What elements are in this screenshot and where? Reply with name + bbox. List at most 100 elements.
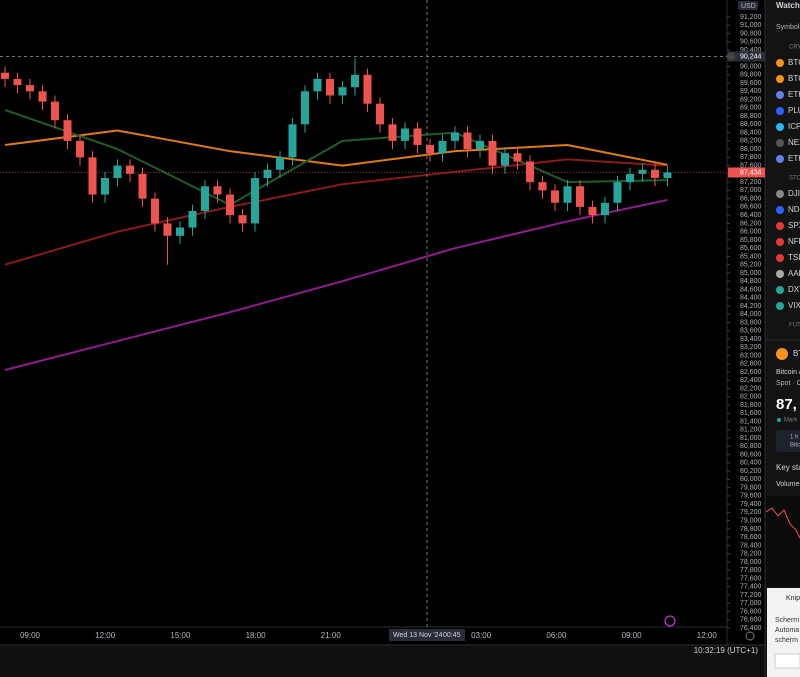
candle-body xyxy=(76,140,84,158)
y-tick-label: 80,800 xyxy=(740,443,762,450)
y-tick-label: 83,600 xyxy=(740,328,762,335)
candle-body xyxy=(488,140,497,166)
symbol-icon xyxy=(776,302,784,310)
symbol-name[interactable]: BTC xyxy=(788,74,800,83)
toast-line: scherm xyxy=(775,637,798,644)
symbol-name[interactable]: ICP xyxy=(788,122,800,131)
crosshair-time-box xyxy=(389,629,465,641)
symbol-name[interactable]: TSL xyxy=(788,253,800,262)
symbol-name[interactable]: DJI xyxy=(788,189,800,198)
toast-button[interactable] xyxy=(774,653,800,669)
x-tick-label: 12:00 xyxy=(95,631,116,640)
candle-body xyxy=(401,128,409,141)
add-button[interactable] xyxy=(727,52,735,61)
y-tick-label: 89,800 xyxy=(740,72,762,79)
market-dot xyxy=(777,418,781,422)
candle-body xyxy=(176,227,184,236)
symbol-name[interactable]: PLU xyxy=(788,106,800,115)
y-tick-label: 82,000 xyxy=(740,394,762,401)
candle-body xyxy=(526,161,534,183)
y-tick-label: 81,800 xyxy=(740,402,762,409)
candle-body xyxy=(51,101,59,121)
y-tick-label: 83,000 xyxy=(740,352,762,359)
y-tick-label: 80,600 xyxy=(740,451,762,458)
symbol-icon xyxy=(776,190,784,198)
candle-body xyxy=(551,190,559,203)
y-tick-label: 90,800 xyxy=(740,30,762,37)
moving-average xyxy=(4,129,668,167)
candle-body xyxy=(588,206,597,216)
y-tick-label: 81,200 xyxy=(740,427,762,434)
candle-body xyxy=(126,165,134,174)
symbol-icon xyxy=(776,59,784,67)
candle-body xyxy=(101,178,109,195)
y-tick-label: 88,000 xyxy=(740,146,762,153)
y-tick-label: 89,000 xyxy=(740,105,762,112)
symbol-icon xyxy=(776,206,784,214)
symbol-name[interactable]: NEX xyxy=(788,138,800,147)
y-tick-label: 85,000 xyxy=(740,270,762,277)
last-price-label: 87,434 xyxy=(740,169,762,176)
symbol-name[interactable]: AAP xyxy=(788,269,800,278)
y-tick-label: 80,200 xyxy=(740,468,762,475)
symbol-icon xyxy=(776,254,784,262)
y-tick-label: 78,600 xyxy=(740,534,762,541)
y-tick-label: 88,800 xyxy=(740,113,762,120)
symbol-name[interactable]: NFL xyxy=(788,237,800,246)
price-axis xyxy=(727,0,765,645)
candle-body xyxy=(351,74,359,88)
toast-line: Automa xyxy=(775,627,799,634)
y-tick-label: 77,200 xyxy=(740,592,762,599)
y-tick-label: 85,600 xyxy=(740,245,762,252)
y-tick-label: 76,800 xyxy=(740,608,762,615)
moving-average xyxy=(4,158,668,266)
symbol-icon xyxy=(776,91,784,99)
y-tick-label: 83,800 xyxy=(740,319,762,326)
detail-icon xyxy=(776,348,788,360)
detail-type: Spot · C xyxy=(776,380,800,387)
candle-body xyxy=(13,78,22,86)
crosshair-date: Wed 13 Nov '24 xyxy=(393,632,443,639)
y-tick-label: 84,800 xyxy=(740,278,762,285)
candle-body xyxy=(288,124,297,158)
y-tick-label: 79,800 xyxy=(740,484,762,491)
chart-bg xyxy=(0,0,727,645)
y-tick-label: 87,000 xyxy=(740,187,762,194)
y-tick-label: 86,000 xyxy=(740,229,762,236)
symbol-name[interactable]: BTC xyxy=(788,58,800,67)
y-tick-label: 83,200 xyxy=(740,344,762,351)
y-tick-label: 78,800 xyxy=(740,526,762,533)
y-tick-label: 88,600 xyxy=(740,121,762,128)
candle-body xyxy=(151,198,159,224)
alert-icon[interactable] xyxy=(664,615,676,627)
toast-app: Knip xyxy=(786,595,800,602)
y-tick-label: 88,200 xyxy=(740,138,762,145)
y-tick-label: 86,400 xyxy=(740,212,762,219)
y-tick-label: 82,800 xyxy=(740,361,762,368)
group-header: CRY xyxy=(789,45,800,51)
symbol-name[interactable]: ETH xyxy=(788,154,800,163)
x-tick-label: 12:00 xyxy=(697,631,718,640)
y-tick-label: 85,800 xyxy=(740,237,762,244)
y-tick-label: 79,600 xyxy=(740,493,762,500)
y-tick-label: 77,600 xyxy=(740,575,762,582)
settings-icon[interactable] xyxy=(745,631,755,641)
y-tick-label: 82,600 xyxy=(740,369,762,376)
candle-body xyxy=(301,91,309,125)
symbol-name[interactable]: SPX xyxy=(788,221,800,230)
symbol-name[interactable]: VIX xyxy=(788,301,800,310)
currency-box[interactable] xyxy=(738,1,758,10)
y-tick-label: 79,000 xyxy=(740,518,762,525)
toast-line: Scherm xyxy=(775,617,799,624)
mini-chart xyxy=(765,507,800,539)
symbol-name[interactable]: NDQ xyxy=(788,205,800,214)
symbol-name[interactable]: DXY xyxy=(788,285,800,294)
panel-title: Watchl xyxy=(776,1,800,10)
symbol-name[interactable]: ETH xyxy=(788,90,800,99)
candle-body xyxy=(426,144,434,154)
y-tick-label: 80,000 xyxy=(740,476,762,483)
candle-body xyxy=(463,132,472,150)
news-line: 1 h xyxy=(790,435,798,441)
